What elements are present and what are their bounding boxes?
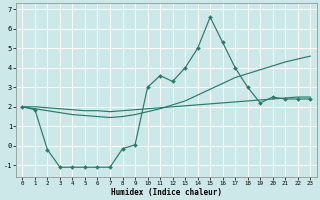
X-axis label: Humidex (Indice chaleur): Humidex (Indice chaleur) (111, 188, 222, 197)
